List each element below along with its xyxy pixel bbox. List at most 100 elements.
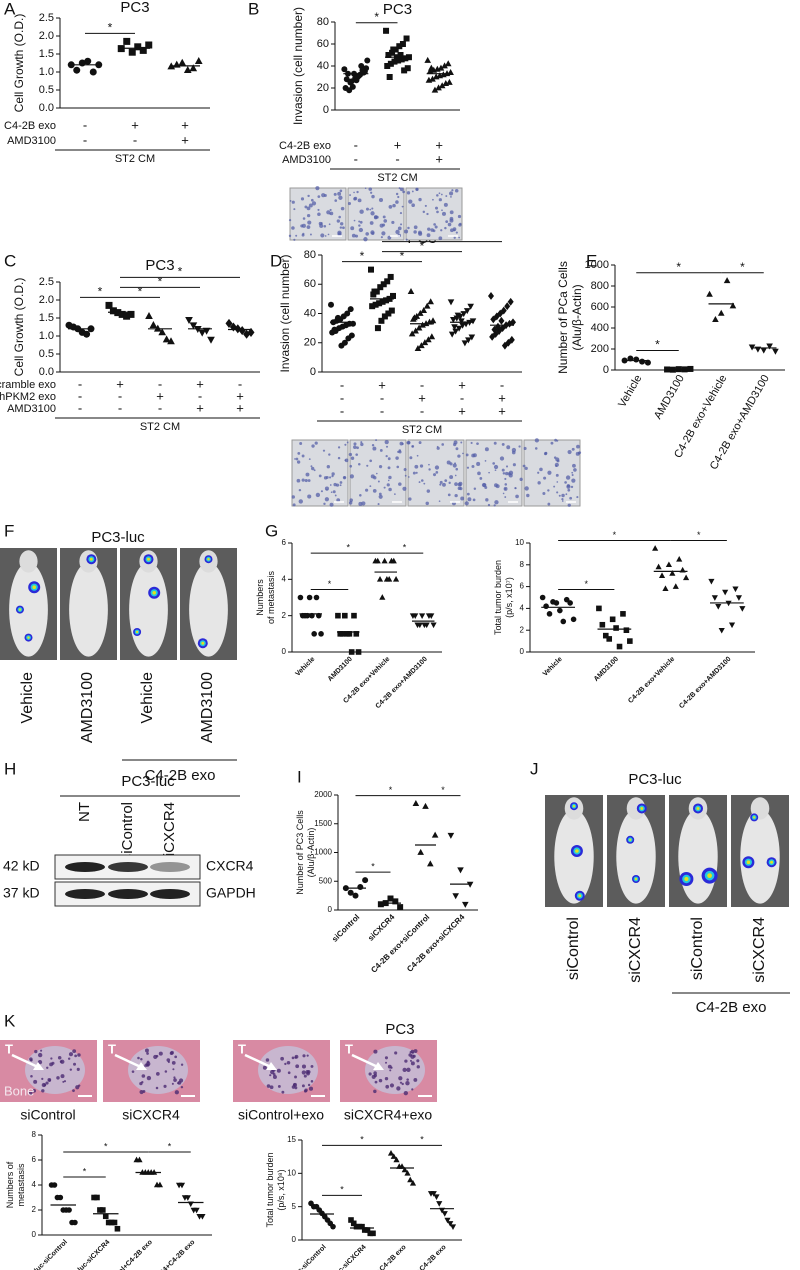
stained-cell: [322, 449, 326, 452]
data-point: [139, 46, 147, 54]
stained-cell: [365, 232, 369, 236]
data-point: [347, 889, 354, 896]
data-point: [100, 1207, 106, 1213]
tumor-cell: [146, 1061, 151, 1066]
stained-cell: [402, 190, 406, 194]
stained-cell: [383, 219, 388, 223]
stained-cell: [399, 187, 404, 192]
tumor-cell: [60, 1074, 65, 1079]
blot-band: [65, 889, 105, 899]
tumor-cell: [374, 1080, 378, 1084]
tumor-cell: [265, 1058, 270, 1062]
data-point: [57, 1194, 64, 1201]
data-point: [368, 266, 374, 273]
data-point: [383, 297, 390, 304]
condition-sign: +: [378, 377, 386, 392]
stained-cell: [334, 199, 338, 202]
data-point: [390, 292, 396, 299]
y-tick-label: 20: [304, 337, 316, 349]
stained-cell: [369, 459, 373, 463]
data-point: [348, 1217, 354, 1223]
image-label: siCXCR4: [122, 1107, 180, 1123]
stained-cell: [523, 446, 527, 451]
significance-label: *: [371, 861, 375, 871]
data-point: [427, 860, 434, 867]
stained-cell: [387, 466, 391, 470]
data-point: [343, 76, 350, 83]
tumor-cell: [378, 1078, 383, 1083]
y-axis-label: (Alu/β-Actin): [570, 284, 584, 350]
condition-sign: -: [118, 400, 122, 415]
data-point: [447, 832, 455, 839]
data-point: [488, 292, 494, 300]
stained-cell: [418, 441, 422, 445]
signal-blob: [753, 816, 756, 819]
stained-cell: [299, 442, 303, 445]
panel-letter: E: [586, 251, 597, 270]
stained-cell: [336, 219, 341, 223]
stained-cell: [391, 220, 395, 225]
stained-cell: [542, 491, 546, 496]
stained-cell: [494, 500, 499, 505]
stained-cell: [413, 230, 417, 234]
data-point: [397, 52, 404, 58]
y-tick-label: 2000: [314, 790, 332, 799]
stained-cell: [338, 215, 341, 219]
mouse-body: [69, 562, 108, 657]
data-point: [369, 303, 376, 310]
data-point: [389, 49, 396, 56]
stained-cell: [363, 237, 368, 242]
data-point: [432, 73, 440, 80]
data-point: [393, 1156, 400, 1163]
stained-cell: [492, 462, 496, 465]
data-point: [570, 616, 577, 623]
y-tick-label: 4: [520, 604, 525, 613]
y-axis-label: Cell Growth (O.D.): [12, 278, 26, 377]
panel-letter: A: [4, 0, 16, 18]
tumor-cell: [304, 1088, 308, 1092]
stained-cell: [439, 483, 442, 486]
stained-cell: [573, 468, 577, 472]
data-point: [407, 1176, 414, 1183]
stained-cell: [494, 469, 497, 472]
data-point: [372, 301, 379, 308]
tumor-cell: [373, 1089, 377, 1094]
signal-blob: [629, 838, 632, 841]
stained-cell: [369, 221, 374, 225]
stained-cell: [406, 191, 411, 195]
condition-sign: +: [418, 390, 426, 405]
stained-cell: [340, 206, 345, 211]
stained-cell: [476, 442, 479, 446]
tumor-cell: [410, 1061, 415, 1066]
data-point: [438, 82, 446, 89]
data-point: [388, 307, 395, 314]
stained-cell: [329, 502, 334, 507]
data-point: [387, 60, 394, 67]
stained-cell: [416, 454, 419, 457]
data-point: [497, 309, 504, 318]
stained-cell: [411, 203, 415, 208]
tumor-cell: [131, 1070, 135, 1073]
data-point: [408, 330, 416, 337]
tumor-cell: [373, 1071, 377, 1075]
condition-sign: +: [498, 403, 506, 418]
stained-cell: [385, 445, 389, 448]
y-tick-label: 60: [317, 38, 329, 50]
stained-cell: [501, 468, 505, 472]
stained-cell: [328, 223, 331, 226]
y-tick-label: 1.0: [39, 330, 54, 342]
stained-cell: [365, 488, 369, 492]
data-point: [444, 1217, 451, 1224]
stained-cell: [319, 223, 324, 228]
significance-label: *: [98, 285, 103, 299]
stained-cell: [518, 445, 521, 448]
data-point: [452, 328, 459, 335]
data-point: [353, 631, 360, 637]
data-point: [419, 321, 426, 328]
panel-letter: D: [270, 251, 282, 270]
significance-label: *: [104, 1141, 108, 1151]
tumor-cell: [77, 1053, 81, 1057]
stained-cell: [289, 200, 292, 202]
stained-cell: [455, 231, 458, 234]
stained-cell: [397, 226, 402, 231]
